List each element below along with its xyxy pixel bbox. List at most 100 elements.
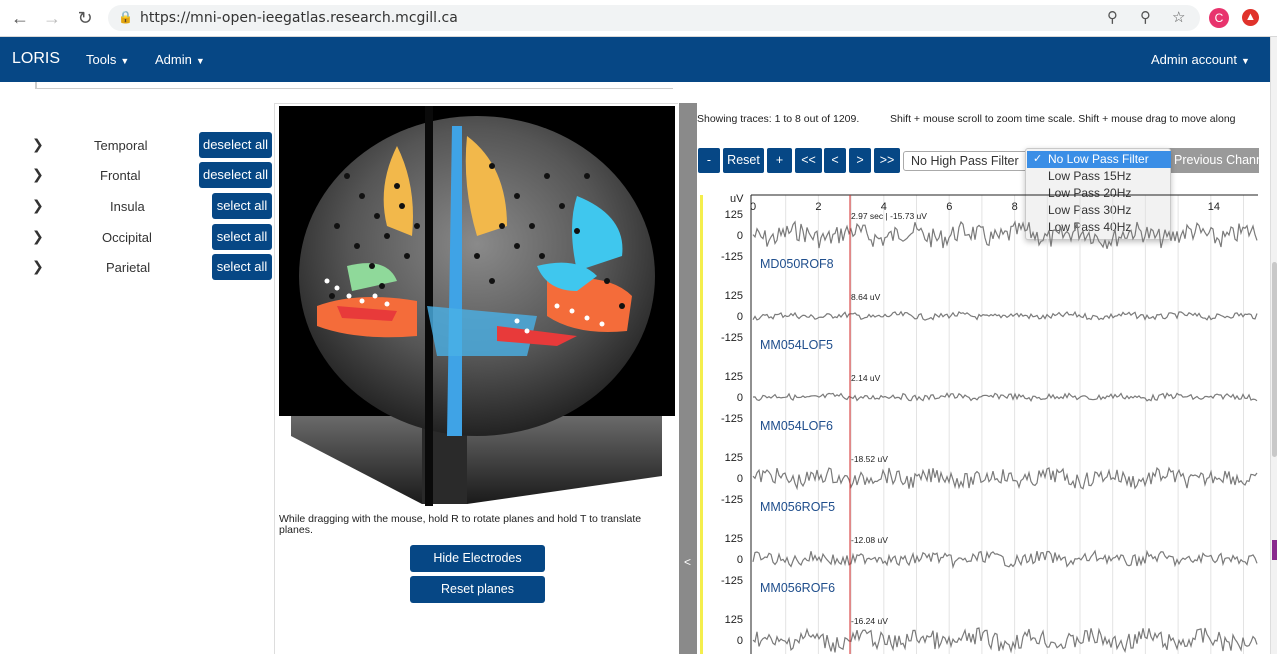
extension-icon[interactable]: ▲ (1242, 9, 1259, 26)
x-tick-labels: 0 2 4 6 8 14 (750, 201, 1220, 213)
y-tick-label: 125 (725, 452, 743, 464)
x-tick-label: 2 (815, 201, 821, 213)
y-tick-label: -125 (721, 494, 743, 506)
channel-name[interactable]: MM054LOF5 (760, 338, 833, 352)
key-icon[interactable]: ⚲ (1107, 9, 1118, 26)
deselect-all-button[interactable]: deselect all (199, 132, 272, 158)
x-tick-label: 4 (881, 201, 887, 213)
low-pass-option[interactable]: Low Pass 15Hz (1027, 168, 1171, 185)
y-tick-label: -125 (721, 575, 743, 587)
low-pass-option[interactable]: ✓ No Low Pass Filter (1027, 151, 1171, 168)
time-gridlines (785, 195, 1244, 654)
reset-button[interactable]: Reset (723, 148, 764, 173)
channel-row: 125 0 -125 -12.08 uV MM056ROF6 (721, 533, 1258, 595)
top-navbar: LORIS Tools ▼ Admin ▼ Admin account ▼ (0, 37, 1270, 82)
electrode-dots-selected (324, 278, 605, 334)
select-all-button[interactable]: select all (212, 254, 272, 280)
previous-channels-button[interactable]: Previous Channels (1167, 148, 1259, 173)
cursor-value: -16.24 uV (851, 616, 888, 626)
region-row-frontal: ❯ Frontal deselect all (32, 162, 272, 188)
low-pass-option-label: No Low Pass Filter (1048, 152, 1149, 166)
account-menu-label: Admin account (1151, 52, 1237, 67)
first-page-button[interactable]: << (795, 148, 822, 173)
chevron-right-icon[interactable]: ❯ (32, 197, 44, 213)
low-pass-option[interactable]: Low Pass 30Hz (1027, 202, 1171, 219)
brand-logo[interactable]: LORIS (12, 50, 61, 67)
select-all-button[interactable]: select all (212, 193, 272, 219)
url-text: https://mni-open-ieegatlas.research.mcgi… (140, 10, 458, 26)
admin-menu[interactable]: Admin ▼ (155, 52, 205, 67)
low-pass-option[interactable]: Low Pass 40Hz (1027, 219, 1171, 236)
account-menu[interactable]: Admin account ▼ (1151, 52, 1250, 67)
channel-name[interactable]: MD050ROF8 (760, 257, 834, 271)
y-tick-label: -125 (721, 251, 743, 263)
region-overlay (572, 196, 623, 271)
chevron-right-icon[interactable]: ❯ (32, 136, 44, 152)
brain-3d-canvas[interactable] (277, 106, 677, 506)
high-pass-select[interactable]: No High Pass Filter (903, 151, 1028, 171)
region-overlay (465, 136, 507, 236)
reload-icon[interactable]: ↻ (77, 8, 93, 28)
x-tick-label: 14 (1208, 201, 1220, 213)
chevron-right-icon[interactable]: ❯ (32, 258, 44, 274)
profile-avatar[interactable]: C (1209, 8, 1229, 28)
sagittal-plane-bottom (422, 416, 467, 504)
zoom-out-button[interactable]: - (698, 148, 720, 173)
forward-icon[interactable]: → (43, 8, 61, 28)
eeg-plot[interactable]: 0 2 4 6 8 14 125 0 -125 2.97 sec | -15.73 uV MD05… (697, 193, 1258, 654)
page-scrollbar[interactable] (1270, 37, 1277, 654)
channel-name[interactable]: MM056ROF5 (760, 500, 835, 514)
y-tick-label: -125 (721, 413, 743, 425)
reset-planes-button[interactable]: Reset planes (410, 576, 545, 603)
x-tick-label: 6 (946, 201, 952, 213)
low-pass-option-label: Low Pass 40Hz (1048, 220, 1132, 234)
collapse-arrow: < (684, 555, 692, 569)
browser-toolbar: ← → ↻ 🔒 https://mni-open-ieegatlas.resea… (0, 0, 1277, 37)
eeg-trace (752, 220, 1258, 249)
deselect-all-button[interactable]: deselect all (199, 162, 272, 188)
y-tick-label: 125 (725, 209, 743, 221)
select-all-button[interactable]: select all (212, 224, 272, 250)
region-row-occipital: ❯ Occipital select all (32, 224, 272, 250)
electrode-dots (329, 163, 625, 309)
region-overlay (497, 326, 577, 346)
scrollbar-thumb[interactable] (1272, 262, 1277, 457)
low-pass-option-label: Low Pass 15Hz (1048, 169, 1132, 183)
y-tick-label: 125 (725, 533, 743, 545)
region-label: Occipital (102, 230, 152, 245)
eeg-trace (752, 466, 1258, 491)
y-tick-label: 125 (725, 371, 743, 383)
check-icon: ✓ (1033, 153, 1043, 165)
low-pass-dropdown[interactable]: ✓ No Low Pass Filter Low Pass 15Hz Low Pa… (1025, 148, 1171, 240)
zoom-in-button[interactable]: + (767, 148, 792, 173)
star-icon[interactable]: ☆ (1172, 9, 1186, 26)
prev-page-button[interactable]: < (824, 148, 846, 173)
hide-electrodes-button[interactable]: Hide Electrodes (410, 545, 545, 572)
divider (35, 82, 37, 89)
next-page-button[interactable]: > (849, 148, 871, 173)
low-pass-option-label: Low Pass 20Hz (1048, 186, 1132, 200)
region-label: Frontal (100, 168, 141, 183)
chevron-right-icon[interactable]: ❯ (32, 166, 44, 182)
channel-name[interactable]: MM054LOF6 (760, 419, 833, 433)
x-tick-label: 0 (750, 201, 756, 213)
zoom-icon[interactable]: ⚲ (1140, 9, 1151, 26)
address-bar[interactable]: 🔒 https://mni-open-ieegatlas.research.mc… (108, 5, 1200, 31)
last-page-button[interactable]: >> (874, 148, 900, 173)
low-pass-option[interactable]: Low Pass 20Hz (1027, 185, 1171, 202)
channel-name[interactable]: MM056ROF6 (760, 581, 835, 595)
region-label: Temporal (94, 138, 148, 153)
collapse-panel-bar[interactable]: < (679, 103, 697, 654)
back-icon[interactable]: ← (11, 8, 29, 28)
region-row-temporal: ❯ Temporal deselect all (32, 132, 272, 158)
y-tick-label: 0 (737, 554, 743, 566)
x-tick-label: 8 (1012, 201, 1018, 213)
divider (35, 88, 673, 89)
coronal-plane-bottom (291, 416, 422, 504)
tools-menu[interactable]: Tools ▼ (86, 52, 129, 67)
caret-down-icon: ▼ (1241, 56, 1250, 66)
chevron-right-icon[interactable]: ❯ (32, 228, 44, 244)
region-row-insula: ❯ Insula select all (32, 193, 272, 219)
